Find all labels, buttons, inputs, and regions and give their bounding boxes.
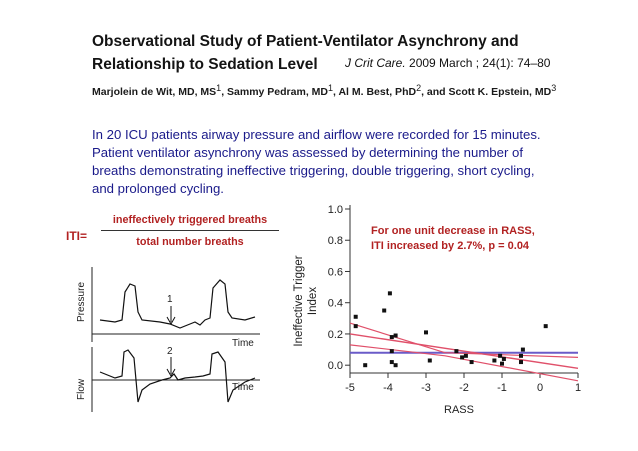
x-tick-label: -1 — [497, 382, 507, 394]
waveform-figure: Pressure 1 Time Flow 2 Time — [76, 267, 260, 412]
author-list: Marjolein de Wit, MD, MS1, Sammy Pedram,… — [92, 83, 557, 99]
y-axis-label-line-1: Ineffective Trigger — [293, 255, 305, 346]
citation-details: 2009 March ; 24(1): 74–80 — [409, 56, 551, 70]
y-tick-label: 1.0 — [328, 204, 343, 216]
author-name: Sammy Pedram, MD — [227, 86, 328, 98]
pressure-time-label: Time — [232, 338, 254, 349]
study-summary: In 20 ICU patients airway pressure and a… — [92, 126, 592, 198]
marker-1-arrow — [166, 306, 176, 326]
author-name: Marjolein de Wit, MD, MS — [92, 86, 217, 98]
data-point — [389, 335, 394, 340]
data-point — [389, 349, 394, 354]
data-point — [469, 360, 474, 365]
x-tick-label: -4 — [383, 382, 393, 394]
data-point — [382, 308, 387, 313]
citation: J Crit Care. 2009 March ; 24(1): 74–80 — [345, 56, 550, 70]
data-point — [389, 360, 394, 365]
ineffective-trigger-scatter-chart: 0.0 0.2 0.4 0.6 0.8 1.0 -5 -4 -3 -2 -1 0 1 RASS Ineffe… — [293, 204, 581, 416]
result-line-1: For one unit decrease in RASS, — [371, 225, 535, 237]
x-axis-label: RASS — [444, 404, 474, 416]
x-tick-label: -2 — [459, 382, 469, 394]
pressure-trace — [99, 279, 256, 329]
data-point — [498, 353, 503, 358]
y-tick-label: 0.0 — [328, 360, 343, 372]
y-tick-label: 0.4 — [328, 298, 343, 310]
marker-2-arrow — [166, 357, 176, 378]
x-tick-label: -5 — [345, 382, 355, 394]
summary-line: breaths demonstrating ineffective trigge… — [92, 163, 535, 178]
data-point — [427, 358, 432, 363]
formula-numerator: ineffectively triggered breaths — [112, 214, 268, 226]
data-point — [363, 363, 368, 368]
x-tick-label: 0 — [537, 382, 543, 394]
paper-title-line-2: Relationship to Sedation Level — [92, 56, 318, 73]
data-point — [393, 363, 398, 368]
data-point — [543, 324, 548, 329]
data-point — [460, 355, 465, 360]
data-point — [387, 291, 392, 296]
result-line-2: ITI increased by 2.7%, p = 0.04 — [371, 240, 530, 252]
summary-line: In 20 ICU patients airway pressure and a… — [92, 127, 541, 142]
data-point — [424, 330, 428, 335]
y-axis-label-line-2: Index — [307, 287, 319, 315]
data-point — [519, 360, 523, 365]
author-affiliation: 3 — [551, 83, 557, 93]
author-name: Al M. Best, PhD — [338, 86, 417, 98]
y-tick-label: 0.2 — [328, 329, 343, 341]
data-point — [353, 314, 358, 319]
summary-line: Patient ventilator asynchrony was assess… — [92, 145, 524, 160]
pressure-axis-label: Pressure — [76, 282, 87, 322]
flow-trace — [99, 349, 256, 403]
ci-upper-line — [349, 322, 579, 358]
data-point — [454, 349, 459, 354]
author-affiliation: 1 — [328, 83, 334, 93]
flow-time-label: Time — [232, 382, 254, 393]
x-tick-label: -3 — [421, 382, 431, 394]
y-tick-label: 0.6 — [328, 266, 343, 278]
formula-denominator: total number breaths — [136, 236, 244, 248]
data-point — [500, 361, 504, 366]
paper-title-line-1: Observational Study of Patient-Ventilato… — [92, 33, 519, 50]
author-name: Scott K. Epstein, MD — [448, 86, 552, 98]
author-affiliation: 1 — [216, 83, 222, 93]
author-affiliation: 2 — [416, 83, 422, 93]
regression-line — [349, 333, 579, 370]
iti-label: ITI= — [66, 229, 88, 243]
data-point — [501, 356, 506, 361]
journal-name: J Crit Care. — [345, 56, 406, 70]
y-tick-label: 0.8 — [328, 235, 343, 247]
data-point — [520, 347, 525, 352]
marker-1: 1 — [167, 294, 173, 305]
marker-2: 2 — [167, 346, 173, 357]
flow-axis-label: Flow — [76, 378, 87, 400]
fraction-bar — [101, 230, 279, 231]
ci-lower-line — [349, 344, 579, 382]
data-point — [492, 358, 497, 363]
data-point — [519, 353, 523, 358]
summary-line: and prolonged cycling. — [92, 181, 224, 196]
data-point — [463, 353, 468, 358]
data-point — [393, 333, 398, 338]
regression-result: For one unit decrease in RASS, ITI incre… — [371, 224, 535, 254]
data-point — [353, 324, 358, 329]
x-tick-label: 1 — [575, 382, 581, 394]
